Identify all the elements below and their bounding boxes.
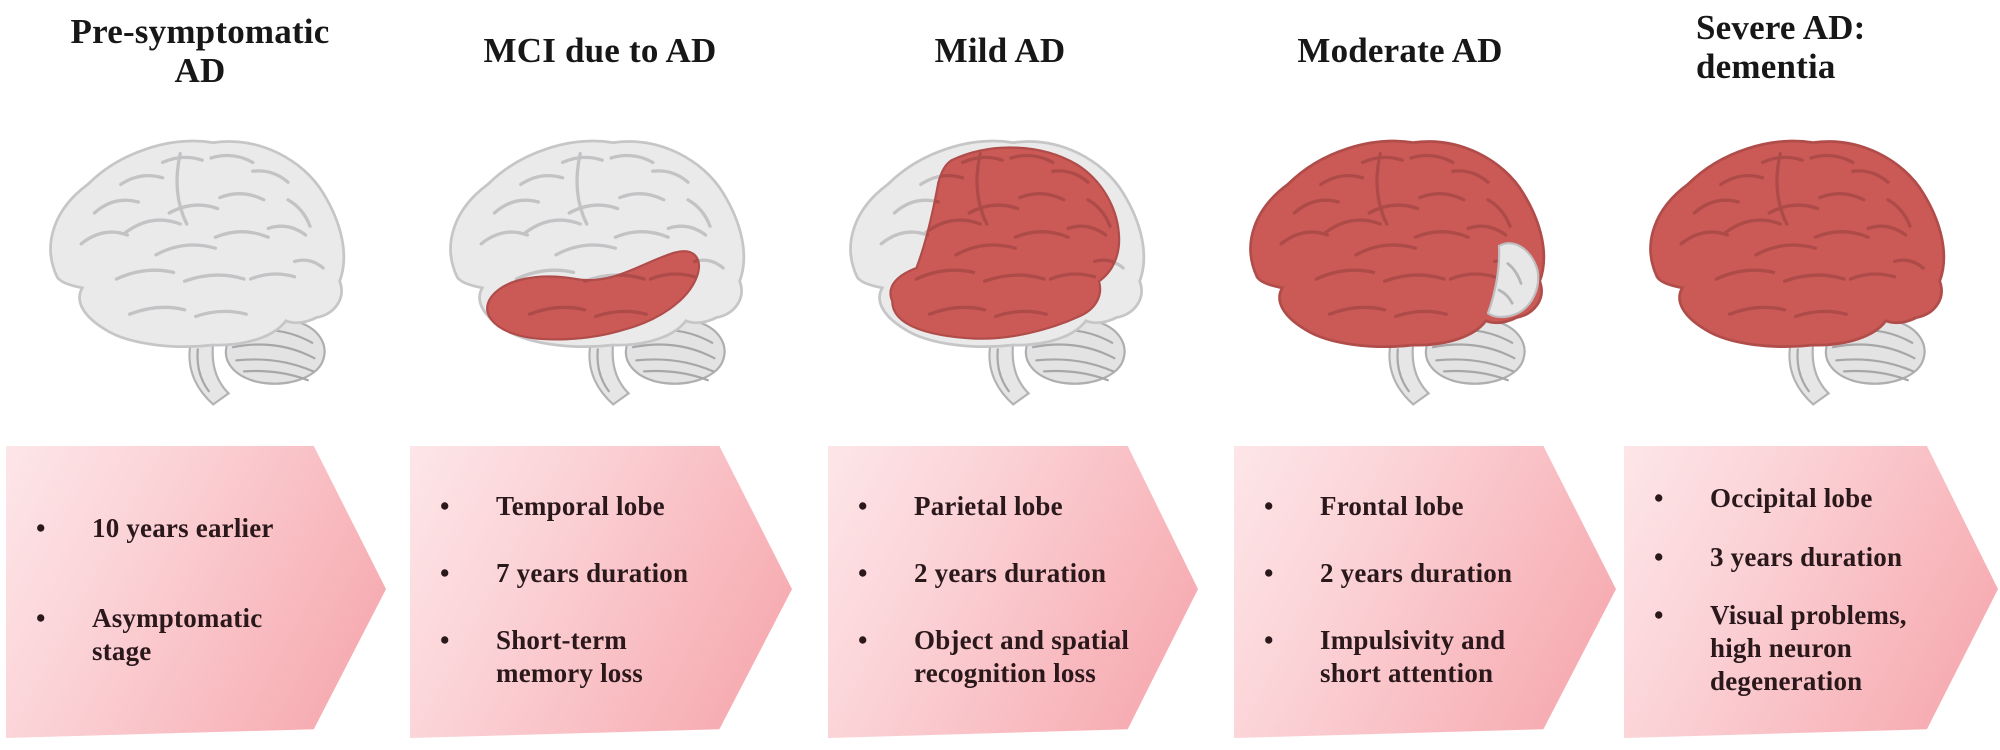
bullet-text: Impulsivity and short attention [1320,625,1506,688]
bullet-icon: • [1264,625,1274,656]
stage-column-mci: MCI due to AD • Temporal lobe • [400,0,800,750]
list-item: • 2 years duration [858,557,1198,590]
brain-parietal-temporal-highlight-icon [849,139,1146,406]
bullet-icon: • [36,602,46,633]
bullet-text: Temporal lobe [496,491,665,522]
bullet-list: • 10 years earlier • Asymptomatic stage [6,446,386,738]
stage-title: Mild AD [934,31,1066,71]
list-item: • Frontal lobe [1264,490,1616,523]
brain-illustration-moderate [1200,102,1600,444]
list-item: • 2 years duration [1264,557,1616,590]
list-item: • Impulsivity and short attention [1264,624,1616,690]
list-item: • 7 years duration [440,557,792,590]
bullet-text: Visual problems, high neuron degeneratio… [1710,600,1907,697]
bullet-icon: • [440,491,450,522]
brain-widespread-highlight-icon [1249,139,1546,406]
brain-illustration-mild [800,102,1200,444]
bullet-icon: • [858,558,868,589]
bullet-text: Parietal lobe [914,491,1063,522]
list-item: • Temporal lobe [440,490,792,523]
list-item: • 3 years duration [1654,541,1998,574]
bullet-icon: • [1654,482,1664,513]
list-item: • Occipital lobe [1654,482,1998,515]
stage-info-arrow: • 10 years earlier • Asymptomatic stage [6,446,386,738]
brain-healthy-icon [49,139,346,406]
list-item: • Short-term memory loss [440,624,792,690]
bullet-icon: • [36,513,46,544]
stage-info-arrow: • Frontal lobe • 2 years duration • Impu… [1234,446,1616,738]
bullet-list: • Frontal lobe • 2 years duration • Impu… [1234,446,1616,738]
bullet-icon: • [440,625,450,656]
brain-temporal-highlight-icon [449,139,746,406]
brain-illustration-pre-symptomatic [0,102,400,444]
list-item: • Asymptomatic stage [36,602,386,668]
list-item: • Visual problems, high neuron degenerat… [1654,599,1998,698]
list-item: • Parietal lobe [858,490,1198,523]
stage-title-wrap: Pre-symptomatic AD [0,0,400,102]
list-item: • Object and spatial recognition loss [858,624,1198,690]
bullet-icon: • [1264,558,1274,589]
bullet-text: 10 years earlier [92,513,274,544]
stage-title: Severe AD: dementia [1696,8,1866,87]
bullet-text: 2 years duration [1320,558,1513,589]
stage-title-wrap: Moderate AD [1200,0,1600,102]
bullet-text: Short-term memory loss [496,625,643,688]
brain-illustration-severe [1600,102,2000,444]
bullet-text: 2 years duration [914,558,1107,589]
bullet-icon: • [1264,491,1274,522]
stage-title: Pre-symptomatic AD [70,11,330,90]
stage-column-mild: Mild AD • Parietal lobe • 2 y [800,0,1200,750]
stage-title: Moderate AD [1297,31,1503,71]
stage-column-severe: Severe AD: dementia • Occipital lobe • 3… [1600,0,2000,750]
stage-column-moderate: Moderate AD • Frontal lobe [1200,0,1616,750]
stage-title-wrap: Severe AD: dementia [1600,0,2000,102]
stage-title-wrap: MCI due to AD [400,0,800,102]
stage-column-pre-symptomatic: Pre-symptomatic AD • 10 years earlier • … [0,0,400,750]
bullet-icon: • [858,625,868,656]
brain-full-highlight-icon [1649,139,1946,406]
bullet-list: • Parietal lobe • 2 years duration • Obj… [828,446,1198,738]
bullet-text: 3 years duration [1710,541,1903,572]
bullet-text: Frontal lobe [1320,491,1464,522]
bullet-list: • Occipital lobe • 3 years duration • Vi… [1624,446,1998,738]
bullet-text: Asymptomatic stage [92,602,263,666]
bullet-text: 7 years duration [496,558,689,589]
list-item: • 10 years earlier [36,512,386,545]
bullet-text: Object and spatial recognition loss [914,625,1130,688]
brain-illustration-mci [400,102,800,444]
stage-info-arrow: • Parietal lobe • 2 years duration • Obj… [828,446,1198,738]
bullet-icon: • [1654,600,1664,631]
stage-title-wrap: Mild AD [800,0,1200,102]
stage-title: MCI due to AD [483,31,717,71]
bullet-text: Occipital lobe [1710,482,1873,513]
bullet-list: • Temporal lobe • 7 years duration • Sho… [410,446,792,738]
stage-info-arrow: • Temporal lobe • 7 years duration • Sho… [410,446,792,738]
bullet-icon: • [858,491,868,522]
bullet-icon: • [440,558,450,589]
stage-info-arrow: • Occipital lobe • 3 years duration • Vi… [1624,446,1998,738]
bullet-icon: • [1654,541,1664,572]
